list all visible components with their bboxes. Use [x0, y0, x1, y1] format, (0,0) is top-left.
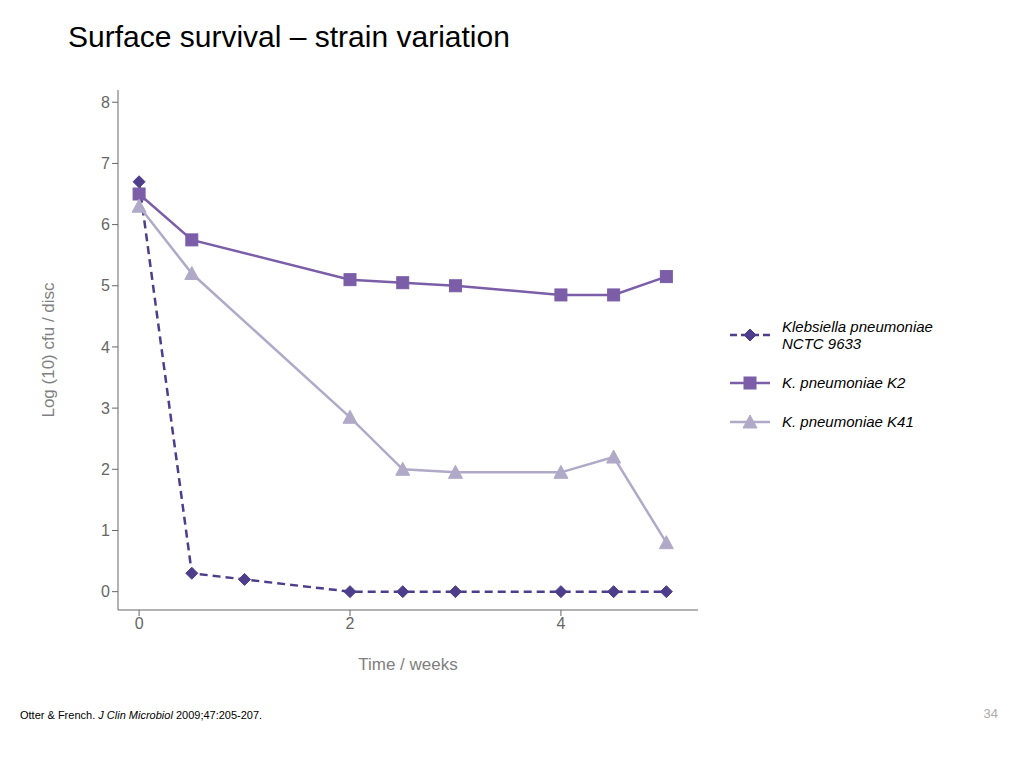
svg-text:1: 1 [101, 522, 110, 539]
html-text:Otter & French. J Clin Microbi: Otter & French. J Clin Microbiol 2009;47… [20, 709, 263, 721]
html-text:Klebsiella pneumoniae: Klebsiella pneumoniae [782, 318, 933, 335]
svg-text:0: 0 [135, 615, 144, 632]
html-text:NCTC 9633: NCTC 9633 [782, 335, 862, 352]
svg-text:Time / weeks: Time / weeks [358, 655, 458, 674]
svg-text:4: 4 [101, 339, 110, 356]
svg-text:6: 6 [101, 216, 110, 233]
svg-text:4: 4 [556, 615, 565, 632]
svg-text:0: 0 [101, 583, 110, 600]
svg-text:8: 8 [101, 94, 110, 111]
html-text:K. pneumoniae K2: K. pneumoniae K2 [782, 374, 906, 391]
svg-text:7: 7 [101, 155, 110, 172]
html-text:Surface survival – strain vari: Surface survival – strain variation [68, 20, 510, 53]
html-text:K. pneumoniae K41: K. pneumoniae K41 [782, 413, 914, 430]
html-text:34: 34 [983, 706, 998, 721]
svg-text:Log (10) cfu / disc: Log (10) cfu / disc [39, 282, 58, 418]
svg-text:5: 5 [101, 277, 110, 294]
svg-text:2: 2 [101, 461, 110, 478]
svg-text:3: 3 [101, 400, 110, 417]
svg-text:2: 2 [346, 615, 355, 632]
